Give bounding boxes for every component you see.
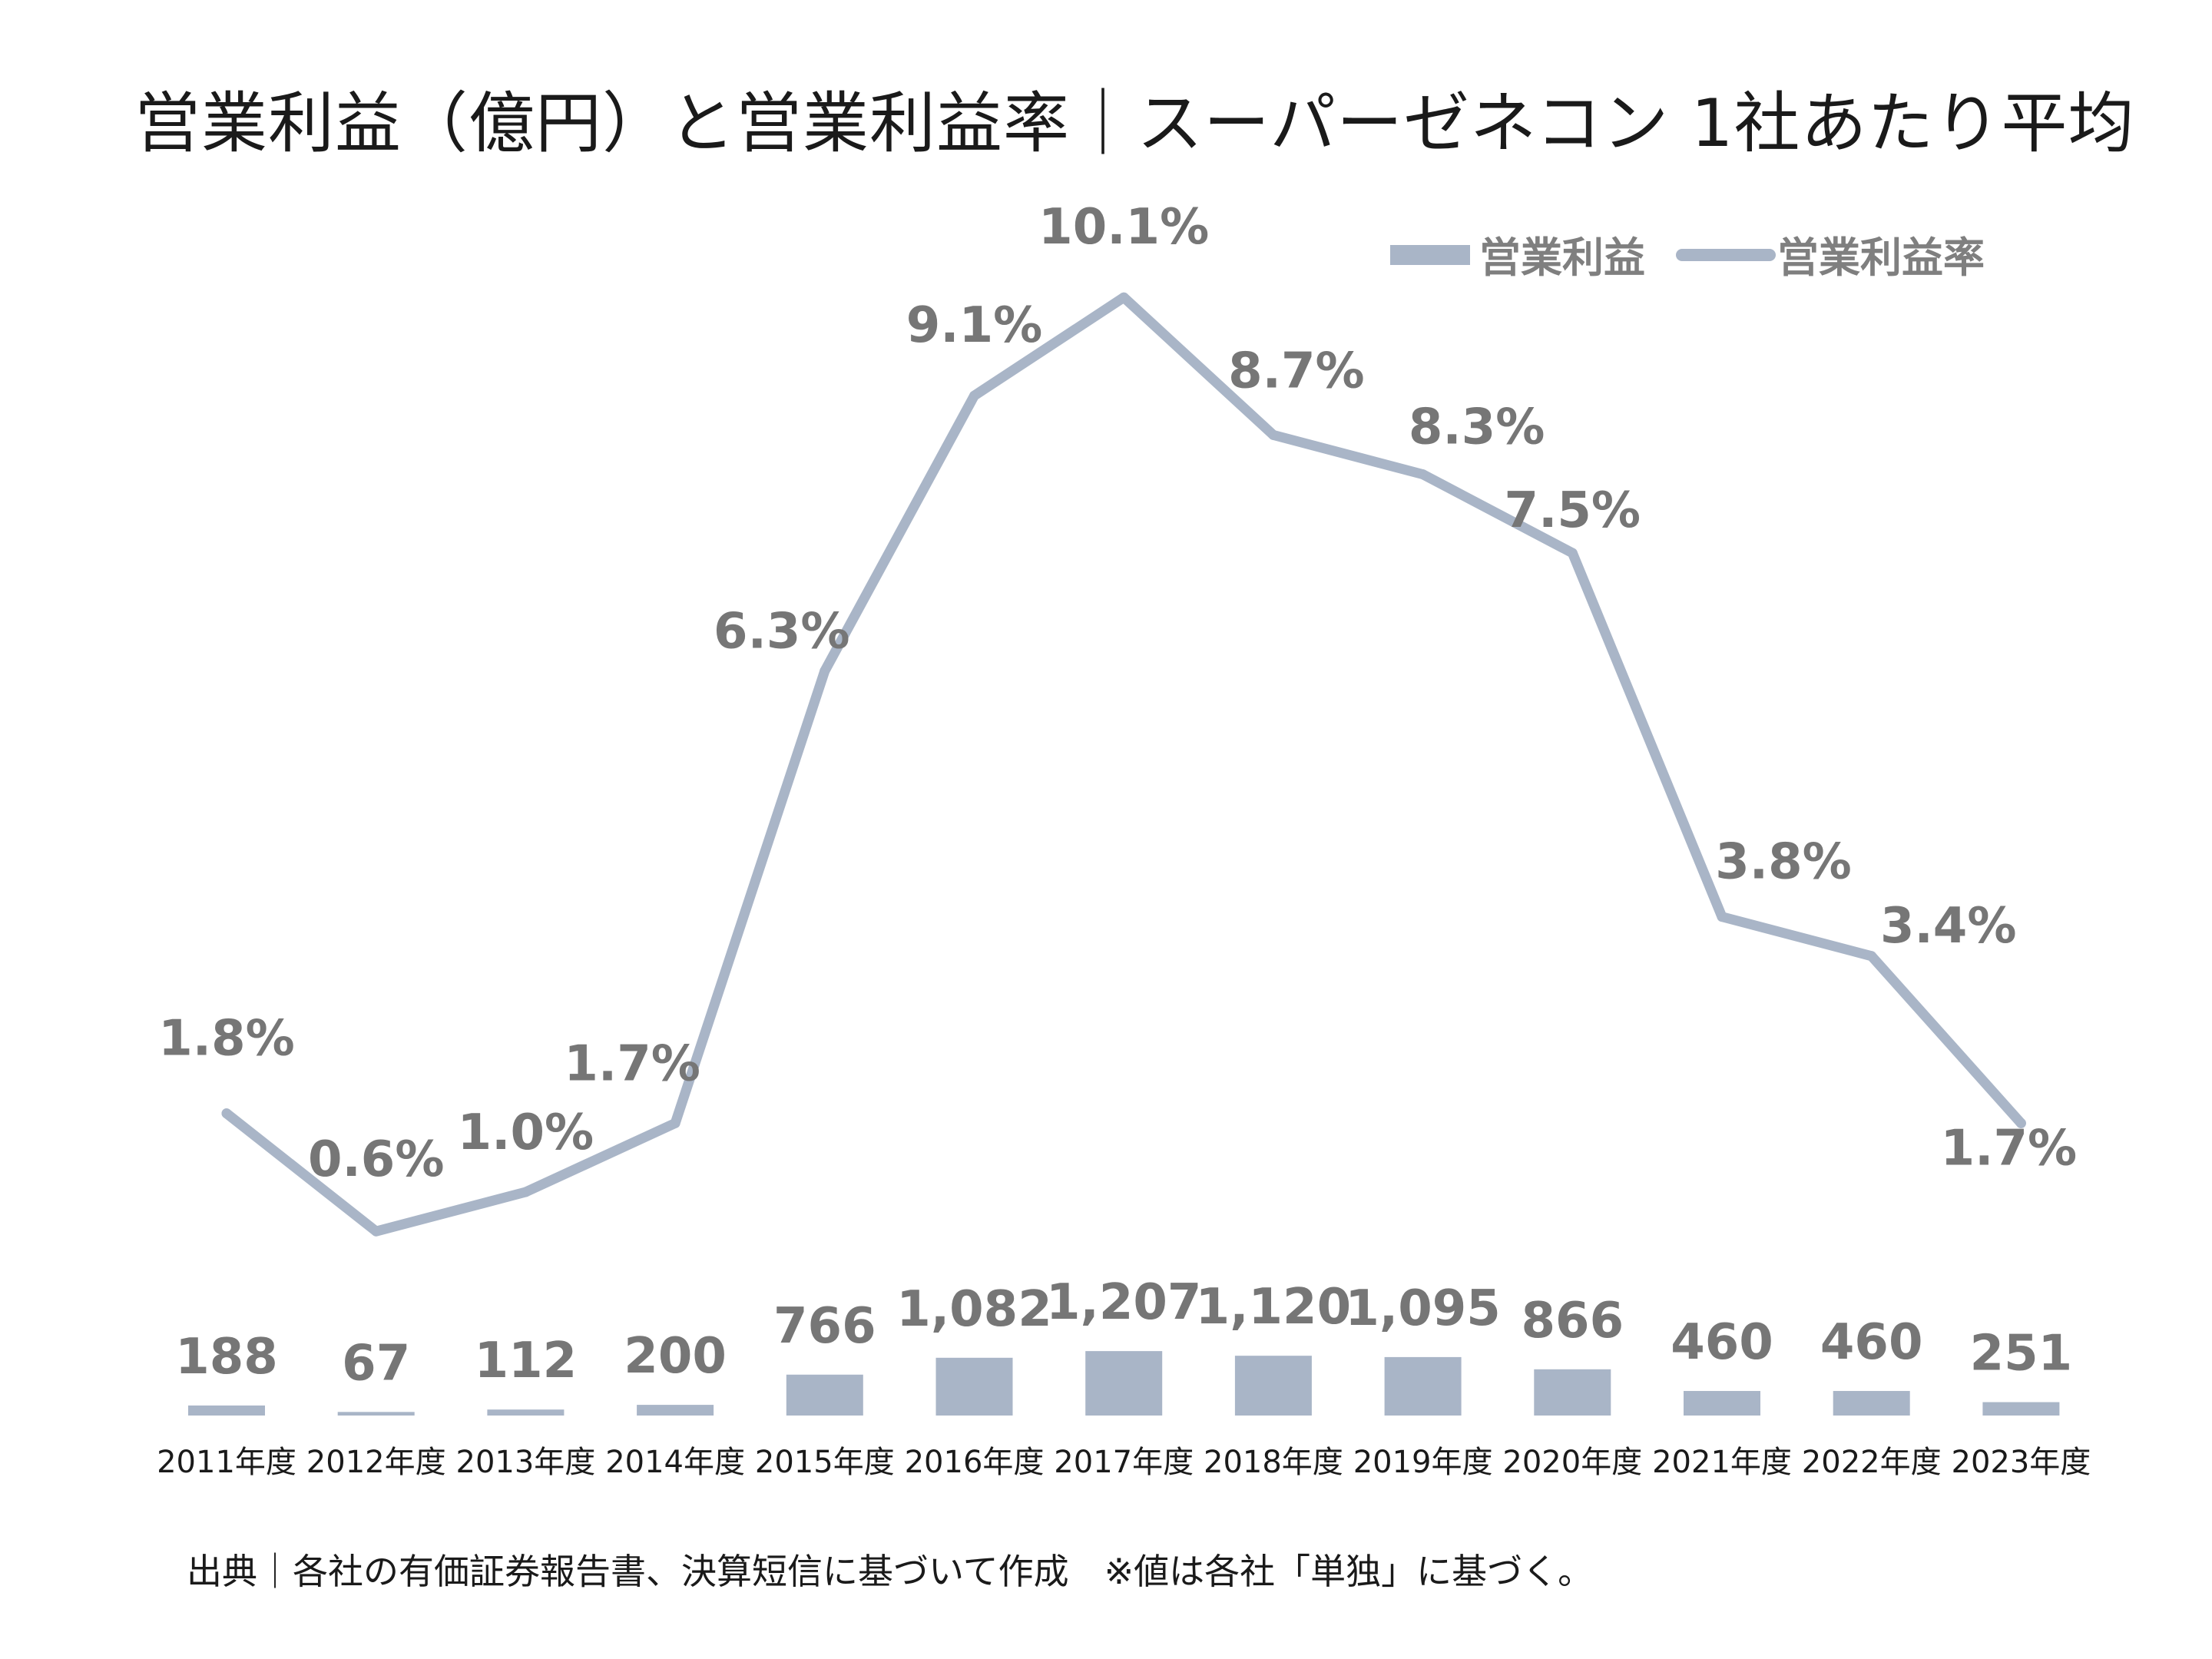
- line-point-2: [520, 1187, 531, 1197]
- x-tick-label-4: 2015年度: [755, 1445, 895, 1480]
- bar-value-label-4: 766: [773, 1298, 876, 1355]
- line-point-1: [371, 1226, 382, 1237]
- bar-value-label-11: 460: [1820, 1314, 1923, 1371]
- legend: 営業利益 営業利益率: [1390, 233, 1985, 282]
- line-value-label-4: 6.3%: [714, 604, 850, 661]
- line-point-6: [1118, 292, 1129, 303]
- legend-bar-swatch: [1390, 245, 1470, 265]
- x-tick-label-5: 2016年度: [905, 1445, 1045, 1480]
- line-point-12: [2015, 1118, 2026, 1128]
- bar-11: [1833, 1391, 1910, 1416]
- line-point-3: [670, 1118, 680, 1128]
- bar-10: [1684, 1391, 1760, 1416]
- line-value-label-5: 9.1%: [906, 297, 1043, 354]
- line-point-9: [1567, 548, 1578, 558]
- line-value-label-3: 1.7%: [564, 1035, 700, 1092]
- line-value-label-2: 1.0%: [458, 1104, 594, 1161]
- line-point-0: [221, 1108, 232, 1119]
- bar-6: [1085, 1351, 1163, 1416]
- x-tick-label-6: 2017年度: [1054, 1445, 1194, 1480]
- chart-title: 営業利益（億円）と営業利益率｜スーパーゼネコン 1社あたり平均: [134, 85, 2135, 162]
- bar-value-label-10: 460: [1671, 1314, 1773, 1371]
- bar-value-label-3: 200: [624, 1328, 727, 1385]
- bar-value-label-8: 1,095: [1345, 1280, 1500, 1337]
- bar-9: [1534, 1369, 1611, 1416]
- line-value-label-7: 8.7%: [1228, 343, 1365, 399]
- line-point-8: [1418, 469, 1429, 480]
- x-tick-label-11: 2022年度: [1802, 1445, 1942, 1480]
- bar-2: [487, 1409, 565, 1416]
- legend-bar-label: 営業利益: [1479, 233, 1645, 282]
- x-tick-label-8: 2019年度: [1353, 1445, 1493, 1480]
- line-value-label-9: 7.5%: [1505, 482, 1641, 539]
- x-tick-label-1: 2012年度: [306, 1445, 446, 1480]
- bar-value-label-2: 112: [475, 1333, 578, 1389]
- line-value-label-11: 3.4%: [1880, 898, 2017, 955]
- line-series-operating-margin: [221, 292, 2026, 1237]
- x-tick-label-12: 2023年度: [1952, 1445, 2091, 1480]
- x-tick-label-10: 2021年度: [1652, 1445, 1792, 1480]
- bar-value-label-0: 188: [175, 1329, 278, 1386]
- x-tick-label-3: 2014年度: [605, 1445, 745, 1480]
- line-point-4: [820, 666, 830, 677]
- bar-value-label-9: 866: [1522, 1293, 1624, 1349]
- x-tick-label-0: 2011年度: [157, 1445, 296, 1480]
- line-point-10: [1717, 912, 1727, 922]
- line-value-label-10: 3.8%: [1715, 834, 1852, 891]
- line-point-5: [969, 390, 979, 401]
- bar-12: [1982, 1402, 2060, 1416]
- bar-value-label-5: 1,082: [896, 1281, 1051, 1338]
- bar-3: [637, 1405, 714, 1416]
- line-value-label-8: 8.3%: [1409, 399, 1545, 456]
- source-note: 出典｜各社の有価証券報告書、決算短信に基づいて作成 ※値は各社「単独」に基づく。: [187, 1551, 1594, 1592]
- legend-line-label: 営業利益率: [1777, 233, 1985, 282]
- bar-1: [337, 1412, 415, 1416]
- bar-5: [935, 1357, 1013, 1416]
- line-value-label-12: 1.7%: [1941, 1120, 2078, 1177]
- line-point-7: [1268, 429, 1279, 440]
- line-value-label-6: 10.1%: [1038, 199, 1209, 256]
- line-value-label-1: 0.6%: [308, 1131, 445, 1188]
- x-tick-label-7: 2018年度: [1204, 1445, 1343, 1480]
- bar-7: [1234, 1356, 1312, 1416]
- bar-8: [1384, 1356, 1462, 1416]
- bar-value-label-1: 67: [342, 1335, 410, 1392]
- bar-value-label-6: 1,207: [1046, 1274, 1201, 1331]
- line-value-label-0: 1.8%: [158, 1011, 295, 1068]
- x-tick-label-9: 2020年度: [1502, 1445, 1642, 1480]
- bar-value-label-7: 1,120: [1196, 1279, 1351, 1336]
- bar-4: [786, 1374, 863, 1416]
- x-tick-label-2: 2013年度: [456, 1445, 596, 1480]
- bar-value-label-12: 251: [1970, 1326, 2073, 1382]
- bar-0: [188, 1405, 265, 1416]
- line-point-11: [1866, 951, 1877, 962]
